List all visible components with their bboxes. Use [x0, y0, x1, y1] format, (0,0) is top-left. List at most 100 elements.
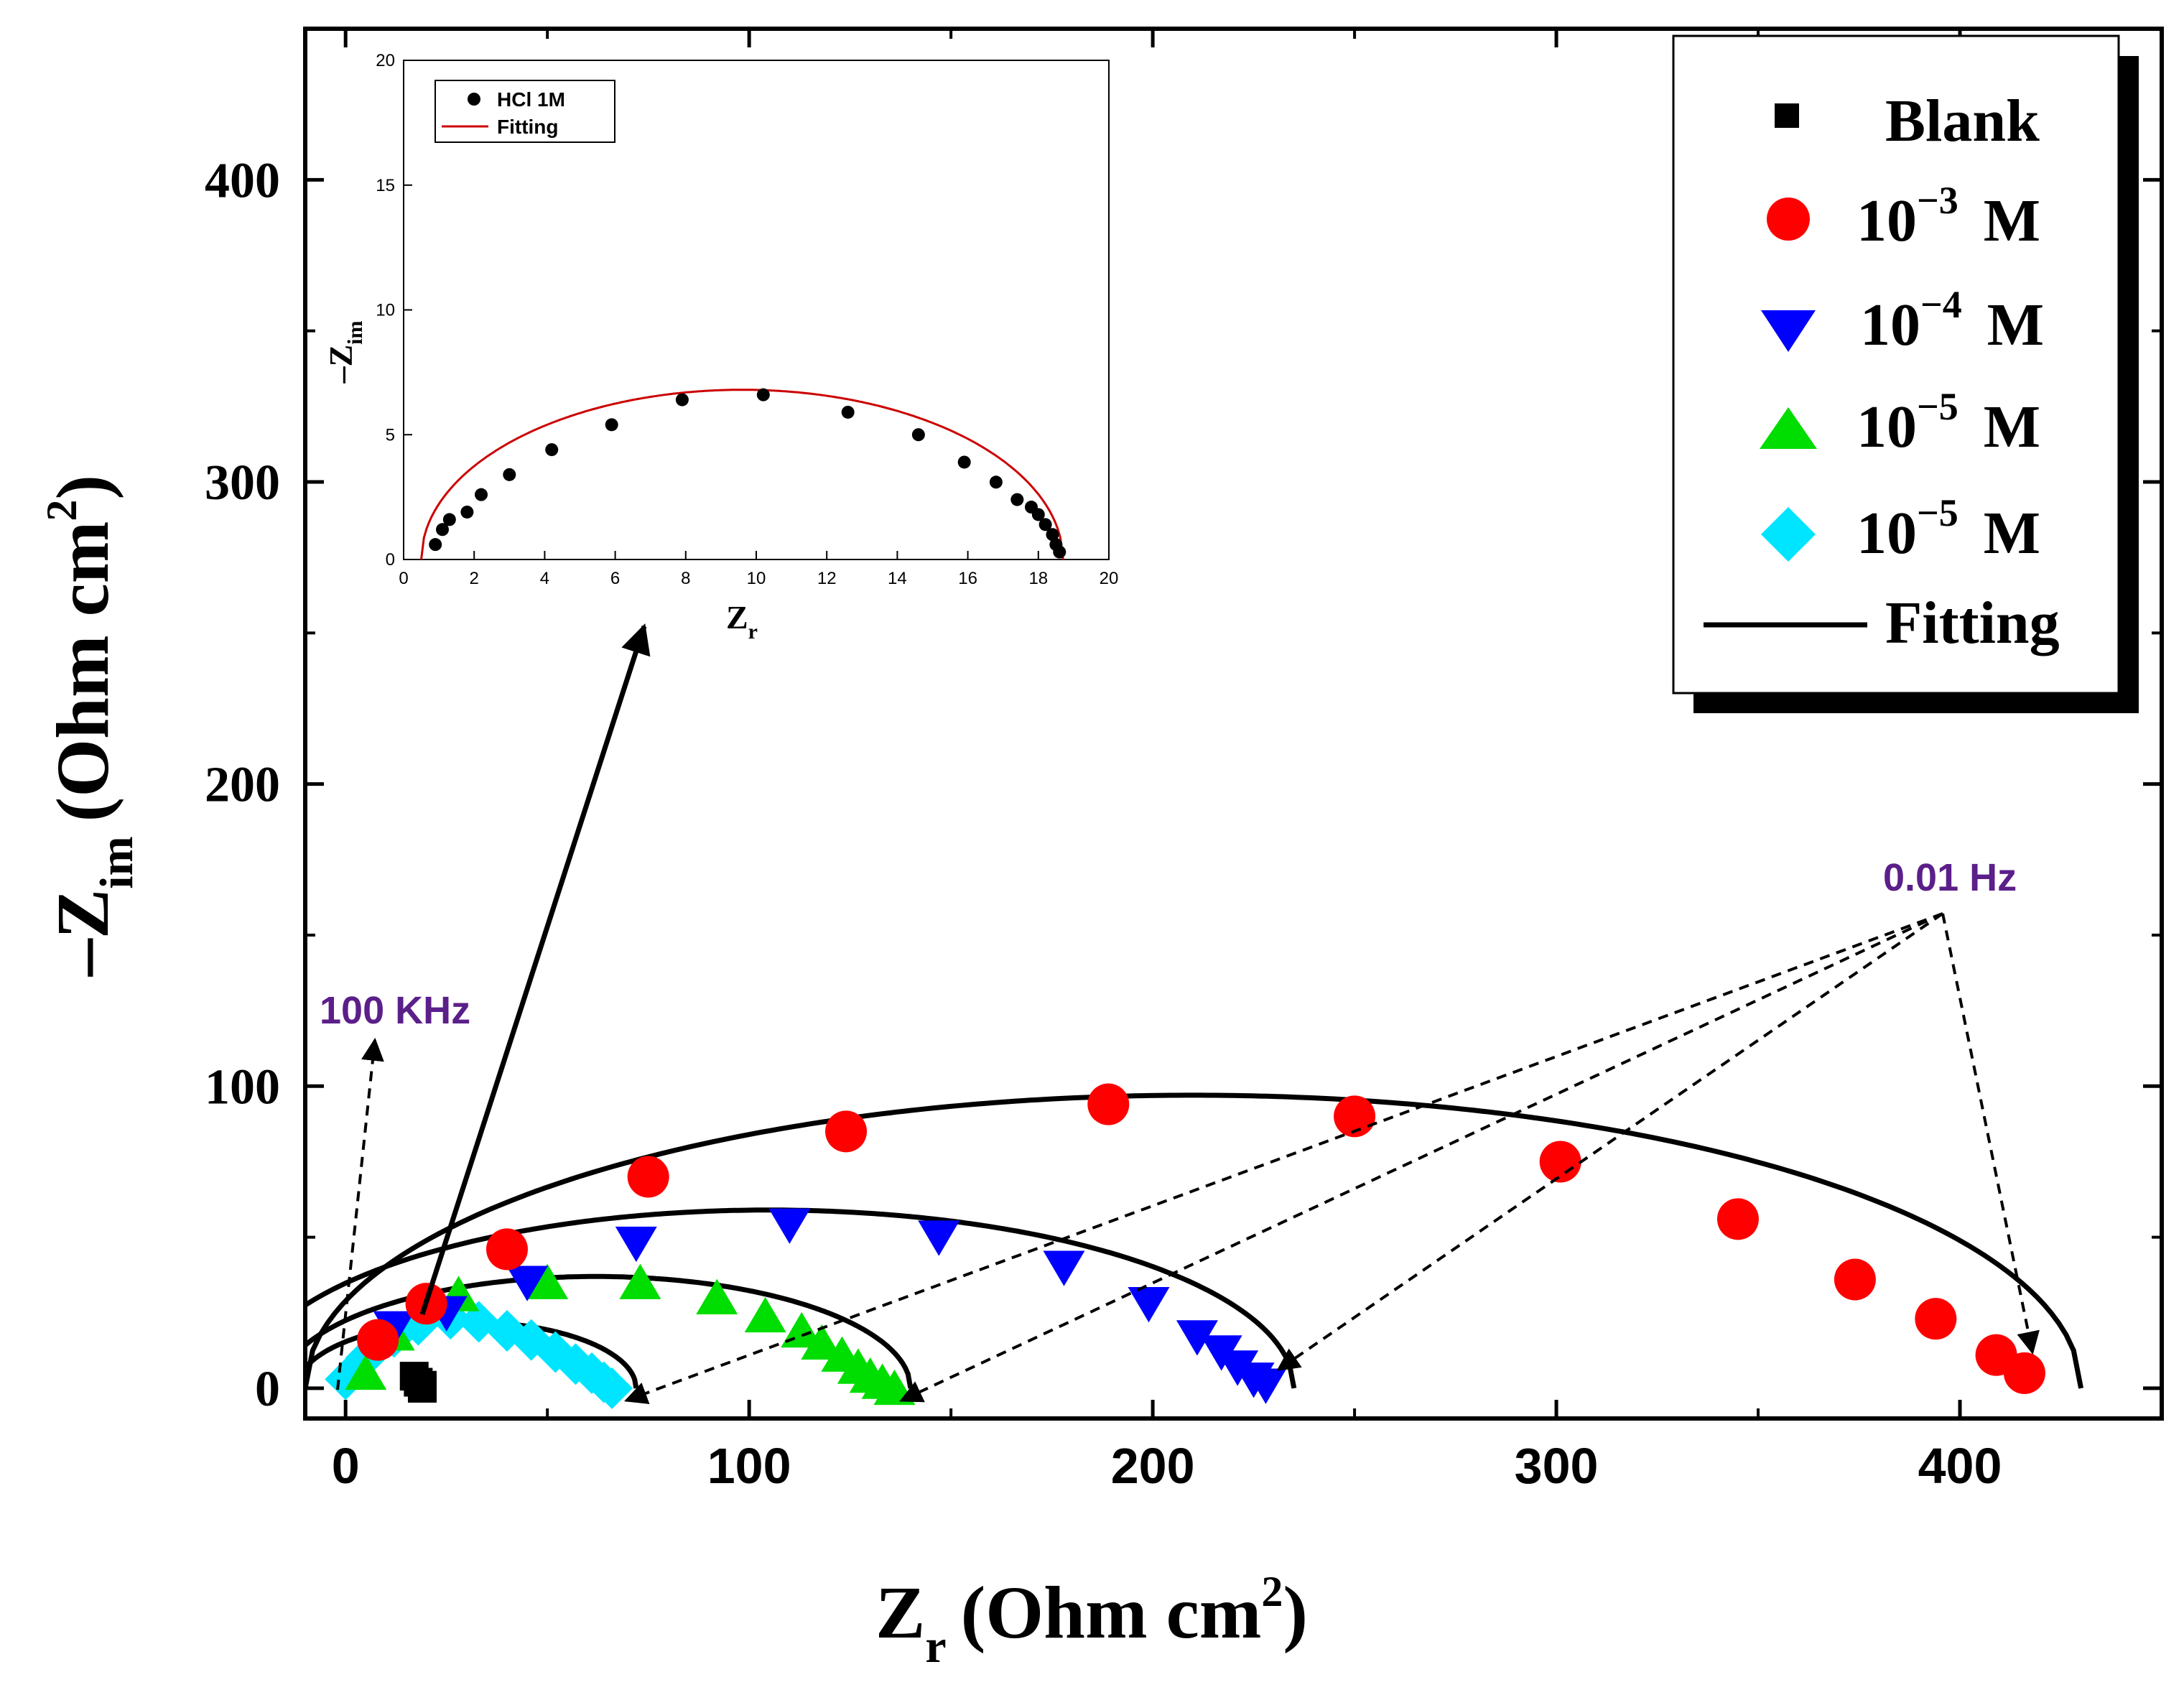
data-point-triangle-down: [615, 1226, 657, 1263]
legend: Blank 10−3 M 10−4 M 10−5 M 10−5 M Fitting: [1672, 34, 2139, 713]
inset-data-point: [436, 523, 450, 537]
high-freq-label: 100 KHz: [320, 989, 470, 1032]
x-axis-label-close: ): [1283, 1571, 1308, 1654]
legend-marker-triangle-up: [1760, 407, 1817, 449]
data-point-diamond: [591, 1367, 633, 1409]
inset-x-tick-label: 4: [540, 569, 549, 588]
y-tick-label: 200: [205, 758, 280, 813]
inset-x-tick-label: 18: [1028, 569, 1048, 588]
data-point-triangle-down: [1043, 1250, 1085, 1286]
inset-data-point: [675, 393, 689, 407]
x-tick-label: 200: [1111, 1438, 1195, 1494]
fit-curve-line: [305, 1273, 914, 1389]
data-point-triangle-down: [768, 1208, 811, 1244]
legend-label-1e-5-a: 10−5 M: [1857, 385, 2040, 460]
inset-legend-label-fitting: Fitting: [497, 116, 559, 138]
data-point-circle: [1334, 1095, 1376, 1138]
fit-curve-line: [305, 1207, 1297, 1389]
x-tick-label: 400: [1918, 1438, 2002, 1494]
legend-marker-blank: [1775, 103, 1799, 128]
inset-y-axis-label: –Zim: [322, 320, 367, 384]
low-freq-arrow-triangle-up: [899, 912, 1943, 1403]
inset-data-point: [442, 513, 456, 526]
fit-curves: [305, 1092, 2084, 1389]
data-point-triangle-up: [801, 1324, 843, 1360]
data-point-circle: [485, 1228, 528, 1271]
annotation-arrows: [336, 623, 2040, 1405]
data-point-circle: [1087, 1083, 1130, 1125]
y-axis-label-main: –Z: [42, 889, 124, 977]
inset-fit-curve: [420, 389, 1064, 559]
inset-y-tick-label: 5: [386, 425, 395, 445]
inset-data-point: [1010, 493, 1024, 506]
low-freq-arrow-triangle-down: [1276, 912, 1944, 1371]
inset-data-point: [841, 405, 855, 419]
low-freq-arrow-circle: [1941, 913, 2040, 1355]
inset-data-points: [429, 388, 1067, 559]
inset-y-tick-label: 15: [376, 176, 395, 195]
inset-legend-marker-circle: [468, 93, 480, 106]
data-point-circle: [1716, 1198, 1759, 1240]
high-freq-arrow: [336, 1037, 384, 1390]
low-freq-label: 0.01 Hz: [1883, 856, 2017, 899]
inset-data-point: [605, 418, 618, 432]
data-point-circle: [2003, 1352, 2045, 1394]
inset-pointer-arrow: [419, 623, 651, 1316]
inset-x-axis-label: Zr: [726, 599, 758, 644]
data-point-triangle-down: [506, 1266, 549, 1301]
y-axis-label-sub: im: [90, 836, 143, 888]
inset-x-tick-label: 14: [888, 569, 907, 588]
x-axis-ticks: 0 100 200 300 400: [332, 29, 2002, 1494]
data-point-circle: [1834, 1258, 1876, 1301]
y-axis-label-sup: 2: [38, 500, 85, 521]
inset-frame: [403, 60, 1110, 560]
plot-frame: [303, 27, 2164, 1421]
y-axis-label-unit: (Ohm cm: [42, 521, 124, 822]
inset-data-point: [989, 475, 1003, 489]
data-point-triangle-up: [744, 1296, 786, 1333]
data-point-circle: [357, 1319, 399, 1361]
x-tick-label: 300: [1515, 1438, 1599, 1494]
legend-label-fitting: Fitting: [1885, 590, 2060, 656]
legend-marker-circle: [1767, 198, 1810, 241]
inset-data-point: [460, 505, 474, 519]
x-axis-label-sub: r: [925, 1620, 946, 1673]
inset-data-point: [475, 488, 488, 501]
y-tick-label: 0: [255, 1362, 280, 1417]
legend-label-blank: Blank: [1885, 88, 2040, 154]
inset-data-point: [429, 538, 442, 552]
inset-x-tick-label: 10: [747, 569, 766, 588]
x-axis-label-main: Z: [875, 1571, 925, 1654]
inset-x-tick-label: 20: [1100, 569, 1119, 588]
legend-box: [1672, 34, 2120, 695]
y-tick-label: 400: [205, 153, 280, 208]
data-point-circle: [1915, 1298, 1957, 1340]
x-tick-label: 0: [332, 1438, 360, 1494]
x-axis-label: Zr (Ohm cm2): [875, 1568, 1308, 1673]
data-point-circle: [1539, 1141, 1581, 1183]
inset-data-point: [1046, 528, 1059, 542]
legend-label-1e-4: 10−4 M: [1860, 283, 2044, 358]
inset-x-tick-label: 16: [958, 569, 977, 588]
data-point-triangle-down: [1176, 1320, 1218, 1356]
legend-marker-triangle-down: [1761, 310, 1816, 352]
data-points: [325, 1083, 2045, 1409]
y-tick-label: 100: [205, 1059, 280, 1115]
inset-x-tick-label: 0: [399, 569, 408, 588]
inset-data-point: [1038, 518, 1052, 531]
inset-data-point: [1053, 545, 1067, 559]
x-axis-label-unit: (Ohm cm: [961, 1571, 1262, 1654]
x-axis-label-sup: 2: [1261, 1568, 1283, 1615]
inset-y-tick-label: 20: [376, 51, 395, 70]
data-point-triangle-down: [918, 1220, 960, 1256]
data-point-circle: [825, 1110, 868, 1153]
inset-y-tick-label: 0: [386, 550, 395, 570]
inset-data-point: [957, 455, 971, 469]
inset-x-tick-label: 12: [817, 569, 837, 588]
inset-data-point: [1031, 508, 1045, 521]
inset-data-point: [911, 428, 925, 442]
y-axis-label-close: ): [42, 475, 124, 500]
inset-legend: HCl 1M Fitting: [435, 80, 615, 143]
data-point-triangle-down: [1128, 1286, 1170, 1323]
